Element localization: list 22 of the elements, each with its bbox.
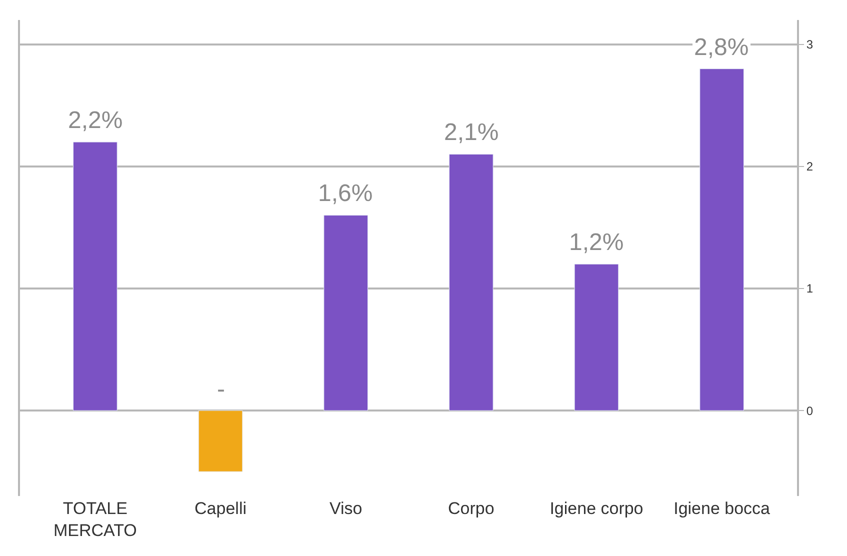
data-label: - — [217, 376, 225, 403]
x-tick-label: Igiene corpo — [550, 499, 644, 518]
y-tick-label: 0 — [806, 404, 814, 418]
x-tick-label: Corpo — [448, 499, 494, 518]
data-label: 2,8% — [694, 34, 749, 61]
x-tick-label: Igiene bocca — [674, 499, 771, 518]
data-label: 2,1% — [444, 119, 499, 146]
y-tick-label: 2 — [806, 160, 814, 174]
data-label: 1,2% — [569, 229, 624, 256]
x-tick-label: TOTALE MERCATO — [53, 499, 137, 540]
data-label: 1,6% — [318, 180, 373, 207]
bar — [73, 142, 118, 411]
bar — [198, 410, 243, 472]
y-tick-label: 3 — [806, 38, 814, 52]
bar — [324, 215, 368, 411]
x-tick-label: Viso — [329, 499, 362, 518]
data-label: 2,2% — [68, 107, 123, 134]
bar — [574, 264, 619, 411]
bar — [448, 154, 494, 411]
x-tick-label: Capelli — [194, 499, 247, 518]
y-tick-label: 1 — [806, 282, 814, 296]
bar — [700, 68, 744, 411]
